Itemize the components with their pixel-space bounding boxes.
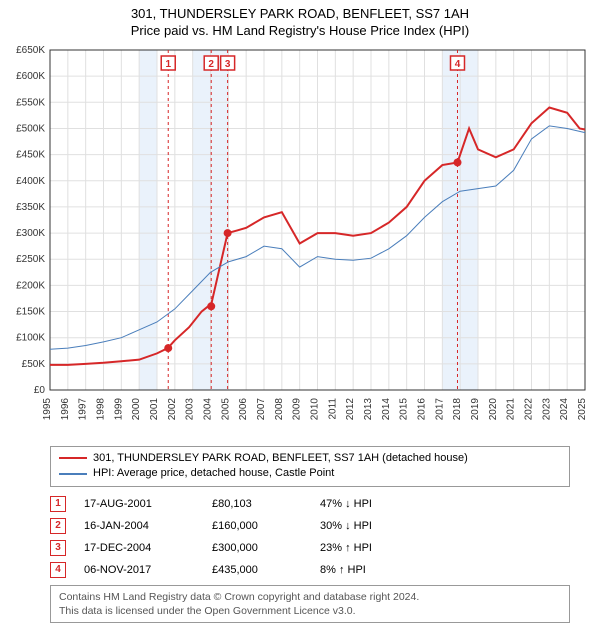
trans-price: £160,000 bbox=[212, 520, 302, 532]
trans-date: 16-JAN-2004 bbox=[84, 520, 194, 532]
svg-text:2019: 2019 bbox=[470, 397, 481, 420]
chart-area: £0 £50K £100K £150K £200K £250K £300K £350K £400… bbox=[0, 40, 600, 440]
legend-swatch-2 bbox=[59, 473, 87, 475]
svg-text:2007: 2007 bbox=[256, 397, 267, 420]
svg-text:1: 1 bbox=[165, 59, 171, 70]
svg-text:2022: 2022 bbox=[524, 397, 535, 420]
trans-price: £80,103 bbox=[212, 498, 302, 510]
svg-text:2005: 2005 bbox=[220, 397, 231, 420]
svg-text:2002: 2002 bbox=[167, 397, 178, 420]
svg-text:2025: 2025 bbox=[577, 397, 588, 420]
trans-price: £300,000 bbox=[212, 542, 302, 554]
trans-hpi: 30% ↓ HPI bbox=[320, 520, 420, 532]
svg-text:2000: 2000 bbox=[131, 397, 142, 420]
trans-marker: 4 bbox=[50, 562, 66, 578]
trans-marker: 1 bbox=[50, 496, 66, 512]
legend-box: 301, THUNDERSLEY PARK ROAD, BENFLEET, SS… bbox=[50, 446, 570, 487]
svg-text:2015: 2015 bbox=[399, 397, 410, 420]
table-row: 3 17-DEC-2004 £300,000 23% ↑ HPI bbox=[50, 537, 570, 559]
svg-text:£300K: £300K bbox=[16, 228, 45, 239]
svg-text:£550K: £550K bbox=[16, 97, 45, 108]
table-row: 2 16-JAN-2004 £160,000 30% ↓ HPI bbox=[50, 515, 570, 537]
svg-text:2016: 2016 bbox=[417, 397, 428, 420]
svg-text:2004: 2004 bbox=[203, 397, 214, 420]
trans-hpi: 8% ↑ HPI bbox=[320, 564, 420, 576]
svg-text:£400K: £400K bbox=[16, 176, 45, 187]
table-row: 1 17-AUG-2001 £80,103 47% ↓ HPI bbox=[50, 493, 570, 515]
svg-text:2001: 2001 bbox=[149, 397, 160, 420]
svg-text:4: 4 bbox=[455, 59, 461, 70]
svg-text:2014: 2014 bbox=[381, 397, 392, 420]
legend-swatch-1 bbox=[59, 457, 87, 459]
svg-text:£500K: £500K bbox=[16, 123, 45, 134]
svg-text:2021: 2021 bbox=[506, 397, 517, 420]
legend-label-2: HPI: Average price, detached house, Cast… bbox=[93, 466, 334, 481]
trans-date: 17-DEC-2004 bbox=[84, 542, 194, 554]
svg-text:1996: 1996 bbox=[60, 397, 71, 420]
svg-text:£0: £0 bbox=[34, 385, 46, 396]
footer-line-2: This data is licensed under the Open Gov… bbox=[59, 604, 561, 618]
svg-text:£50K: £50K bbox=[22, 359, 46, 370]
legend-label-1: 301, THUNDERSLEY PARK ROAD, BENFLEET, SS… bbox=[93, 451, 468, 466]
svg-text:2024: 2024 bbox=[559, 397, 570, 420]
table-row: 4 06-NOV-2017 £435,000 8% ↑ HPI bbox=[50, 559, 570, 581]
svg-text:£350K: £350K bbox=[16, 202, 45, 213]
title-line-1: 301, THUNDERSLEY PARK ROAD, BENFLEET, SS… bbox=[0, 6, 600, 23]
trans-hpi: 23% ↑ HPI bbox=[320, 542, 420, 554]
svg-text:2: 2 bbox=[208, 59, 214, 70]
svg-text:£650K: £650K bbox=[16, 45, 45, 56]
title-line-2: Price paid vs. HM Land Registry's House … bbox=[0, 23, 600, 40]
svg-text:2012: 2012 bbox=[345, 397, 356, 420]
svg-text:2003: 2003 bbox=[185, 397, 196, 420]
trans-date: 06-NOV-2017 bbox=[84, 564, 194, 576]
svg-text:2013: 2013 bbox=[363, 397, 374, 420]
trans-price: £435,000 bbox=[212, 564, 302, 576]
page-container: 301, THUNDERSLEY PARK ROAD, BENFLEET, SS… bbox=[0, 0, 600, 623]
svg-text:£100K: £100K bbox=[16, 332, 45, 343]
svg-text:2018: 2018 bbox=[452, 397, 463, 420]
svg-text:2023: 2023 bbox=[541, 397, 552, 420]
svg-text:2006: 2006 bbox=[238, 397, 249, 420]
svg-text:2008: 2008 bbox=[274, 397, 285, 420]
chart-svg: £0 £50K £100K £150K £200K £250K £300K £350K £400… bbox=[0, 40, 600, 440]
svg-text:2011: 2011 bbox=[327, 397, 338, 419]
svg-text:3: 3 bbox=[225, 59, 231, 70]
svg-text:£450K: £450K bbox=[16, 149, 45, 160]
svg-text:£250K: £250K bbox=[16, 254, 45, 265]
svg-text:1995: 1995 bbox=[42, 397, 53, 420]
footer-box: Contains HM Land Registry data © Crown c… bbox=[50, 585, 570, 623]
legend-row-2: HPI: Average price, detached house, Cast… bbox=[59, 466, 561, 481]
trans-hpi: 47% ↓ HPI bbox=[320, 498, 420, 510]
svg-text:2009: 2009 bbox=[292, 397, 303, 420]
trans-date: 17-AUG-2001 bbox=[84, 498, 194, 510]
svg-text:2010: 2010 bbox=[310, 397, 321, 420]
legend-row-1: 301, THUNDERSLEY PARK ROAD, BENFLEET, SS… bbox=[59, 451, 561, 466]
footer-line-1: Contains HM Land Registry data © Crown c… bbox=[59, 590, 561, 604]
svg-text:£150K: £150K bbox=[16, 306, 45, 317]
svg-text:1999: 1999 bbox=[113, 397, 124, 420]
transaction-table: 1 17-AUG-2001 £80,103 47% ↓ HPI 2 16-JAN… bbox=[50, 493, 570, 581]
svg-text:1998: 1998 bbox=[96, 397, 107, 420]
trans-marker: 2 bbox=[50, 518, 66, 534]
svg-text:£600K: £600K bbox=[16, 71, 45, 82]
trans-marker: 3 bbox=[50, 540, 66, 556]
svg-text:£200K: £200K bbox=[16, 280, 45, 291]
svg-text:2020: 2020 bbox=[488, 397, 499, 420]
chart-titles: 301, THUNDERSLEY PARK ROAD, BENFLEET, SS… bbox=[0, 0, 600, 40]
svg-text:2017: 2017 bbox=[434, 397, 445, 420]
svg-text:1997: 1997 bbox=[78, 397, 89, 420]
